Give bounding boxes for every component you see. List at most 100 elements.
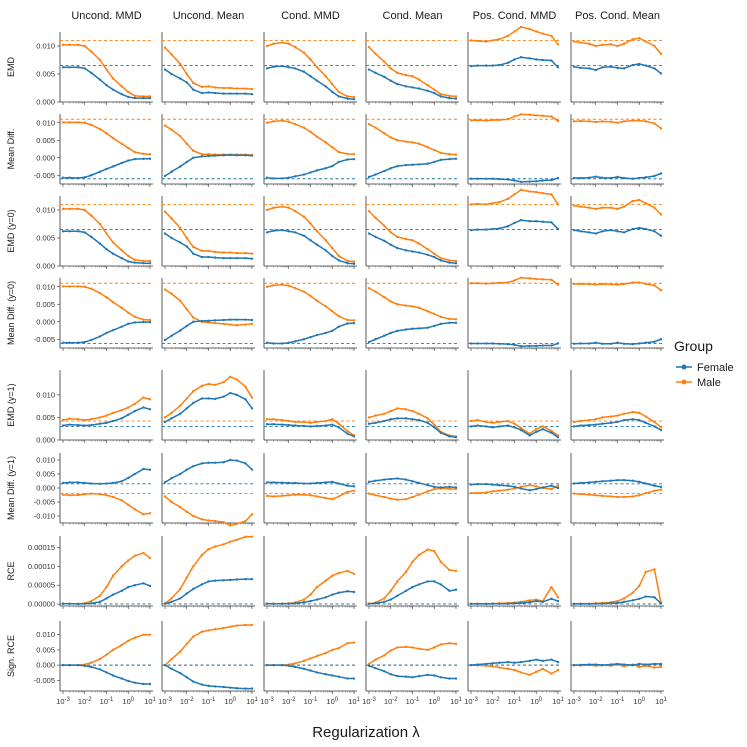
data-point-female bbox=[417, 418, 421, 422]
data-point-male bbox=[519, 276, 523, 279]
data-point-female bbox=[367, 422, 371, 425]
series-line-male bbox=[368, 548, 457, 605]
data-point-female bbox=[535, 220, 538, 223]
data-point-female bbox=[491, 483, 494, 486]
data-point-female bbox=[229, 391, 232, 395]
data-point-male bbox=[506, 488, 510, 491]
data-point-female bbox=[550, 221, 553, 224]
data-point-male bbox=[229, 86, 232, 90]
data-point-female bbox=[448, 435, 451, 438]
data-point-male bbox=[491, 202, 494, 205]
panel bbox=[365, 370, 459, 443]
data-point-female bbox=[105, 167, 108, 171]
data-point-female bbox=[250, 92, 254, 96]
data-point-male bbox=[622, 42, 626, 45]
data-point-male bbox=[572, 282, 576, 286]
data-point-male bbox=[281, 418, 284, 422]
data-point-female bbox=[433, 255, 436, 259]
data-point-male bbox=[90, 287, 93, 291]
data-point-male bbox=[315, 66, 319, 69]
panel bbox=[570, 32, 664, 105]
series-line-male bbox=[164, 211, 253, 255]
row-label: EMD (y=0) bbox=[6, 209, 16, 252]
data-point-female bbox=[309, 239, 312, 242]
data-point-male bbox=[185, 510, 188, 513]
data-point-female bbox=[616, 175, 619, 179]
data-point-male bbox=[83, 285, 86, 288]
column-titles: Uncond. MMD Uncond. Mean Cond. MMD Cond. Me… bbox=[71, 10, 660, 22]
data-point-male bbox=[519, 113, 523, 116]
data-point-male bbox=[485, 119, 488, 122]
panel bbox=[467, 276, 561, 351]
data-point-female bbox=[498, 177, 501, 181]
data-point-female bbox=[90, 338, 93, 342]
data-point-male bbox=[77, 207, 80, 211]
data-point-female bbox=[127, 322, 130, 326]
data-point-female bbox=[309, 335, 312, 339]
data-point-male bbox=[148, 259, 152, 263]
data-point-female bbox=[192, 252, 195, 255]
data-point-female bbox=[535, 658, 538, 661]
data-point-male bbox=[535, 670, 538, 674]
data-point-female bbox=[148, 584, 152, 588]
data-point-female bbox=[622, 176, 626, 180]
data-point-female bbox=[556, 227, 560, 231]
data-point-male bbox=[105, 653, 108, 656]
data-point-female bbox=[383, 600, 386, 604]
data-point-female bbox=[579, 481, 582, 485]
data-point-female bbox=[265, 231, 269, 234]
data-point-female bbox=[302, 482, 306, 485]
panel bbox=[161, 114, 255, 187]
data-point-male bbox=[374, 126, 377, 129]
data-point-male bbox=[331, 648, 334, 652]
data-point-male bbox=[389, 409, 392, 413]
data-point-male bbox=[315, 230, 319, 233]
data-point-female bbox=[213, 397, 217, 401]
data-point-female bbox=[638, 342, 641, 345]
data-point-female bbox=[513, 426, 516, 429]
data-point-female bbox=[535, 180, 538, 183]
data-point-female bbox=[170, 600, 173, 604]
data-point-male bbox=[631, 119, 634, 122]
data-point-female bbox=[469, 483, 473, 486]
data-point-female bbox=[588, 231, 591, 234]
data-point-female bbox=[179, 671, 182, 675]
y-tick-label: 0.00010 bbox=[28, 562, 55, 571]
data-point-male bbox=[61, 43, 65, 47]
data-point-female bbox=[588, 481, 591, 484]
data-point-female bbox=[519, 345, 523, 348]
data-point-male bbox=[105, 494, 108, 497]
data-point-female bbox=[550, 484, 553, 487]
data-point-male bbox=[272, 284, 275, 287]
data-point-male bbox=[572, 420, 576, 424]
data-point-male bbox=[207, 85, 210, 88]
data-point-male bbox=[346, 259, 349, 263]
data-point-male bbox=[324, 496, 327, 500]
panel bbox=[161, 278, 255, 351]
data-point-female bbox=[622, 600, 626, 604]
data-point-female bbox=[265, 422, 269, 426]
data-point-female bbox=[383, 478, 386, 481]
x-tick-label: 10-2 bbox=[78, 697, 92, 706]
data-point-male bbox=[324, 651, 327, 655]
data-point-male bbox=[133, 150, 136, 154]
data-point-female bbox=[638, 480, 641, 484]
data-point-female bbox=[250, 318, 254, 322]
data-point-male bbox=[396, 303, 399, 306]
data-point-female bbox=[287, 66, 290, 69]
data-point-female bbox=[616, 66, 619, 70]
data-point-female bbox=[433, 674, 436, 677]
data-point-female bbox=[653, 484, 656, 487]
data-point-female bbox=[244, 398, 247, 401]
panels bbox=[59, 25, 664, 694]
data-point-male bbox=[148, 95, 152, 98]
data-point-male bbox=[367, 209, 371, 213]
data-point-female bbox=[491, 662, 494, 665]
data-point-male bbox=[207, 249, 210, 253]
data-point-male bbox=[448, 568, 451, 572]
x-tick-label: 10-2 bbox=[180, 697, 194, 706]
data-point-male bbox=[485, 40, 488, 43]
data-point-female bbox=[653, 67, 656, 70]
data-point-female bbox=[222, 154, 225, 157]
data-point-female bbox=[111, 481, 115, 485]
